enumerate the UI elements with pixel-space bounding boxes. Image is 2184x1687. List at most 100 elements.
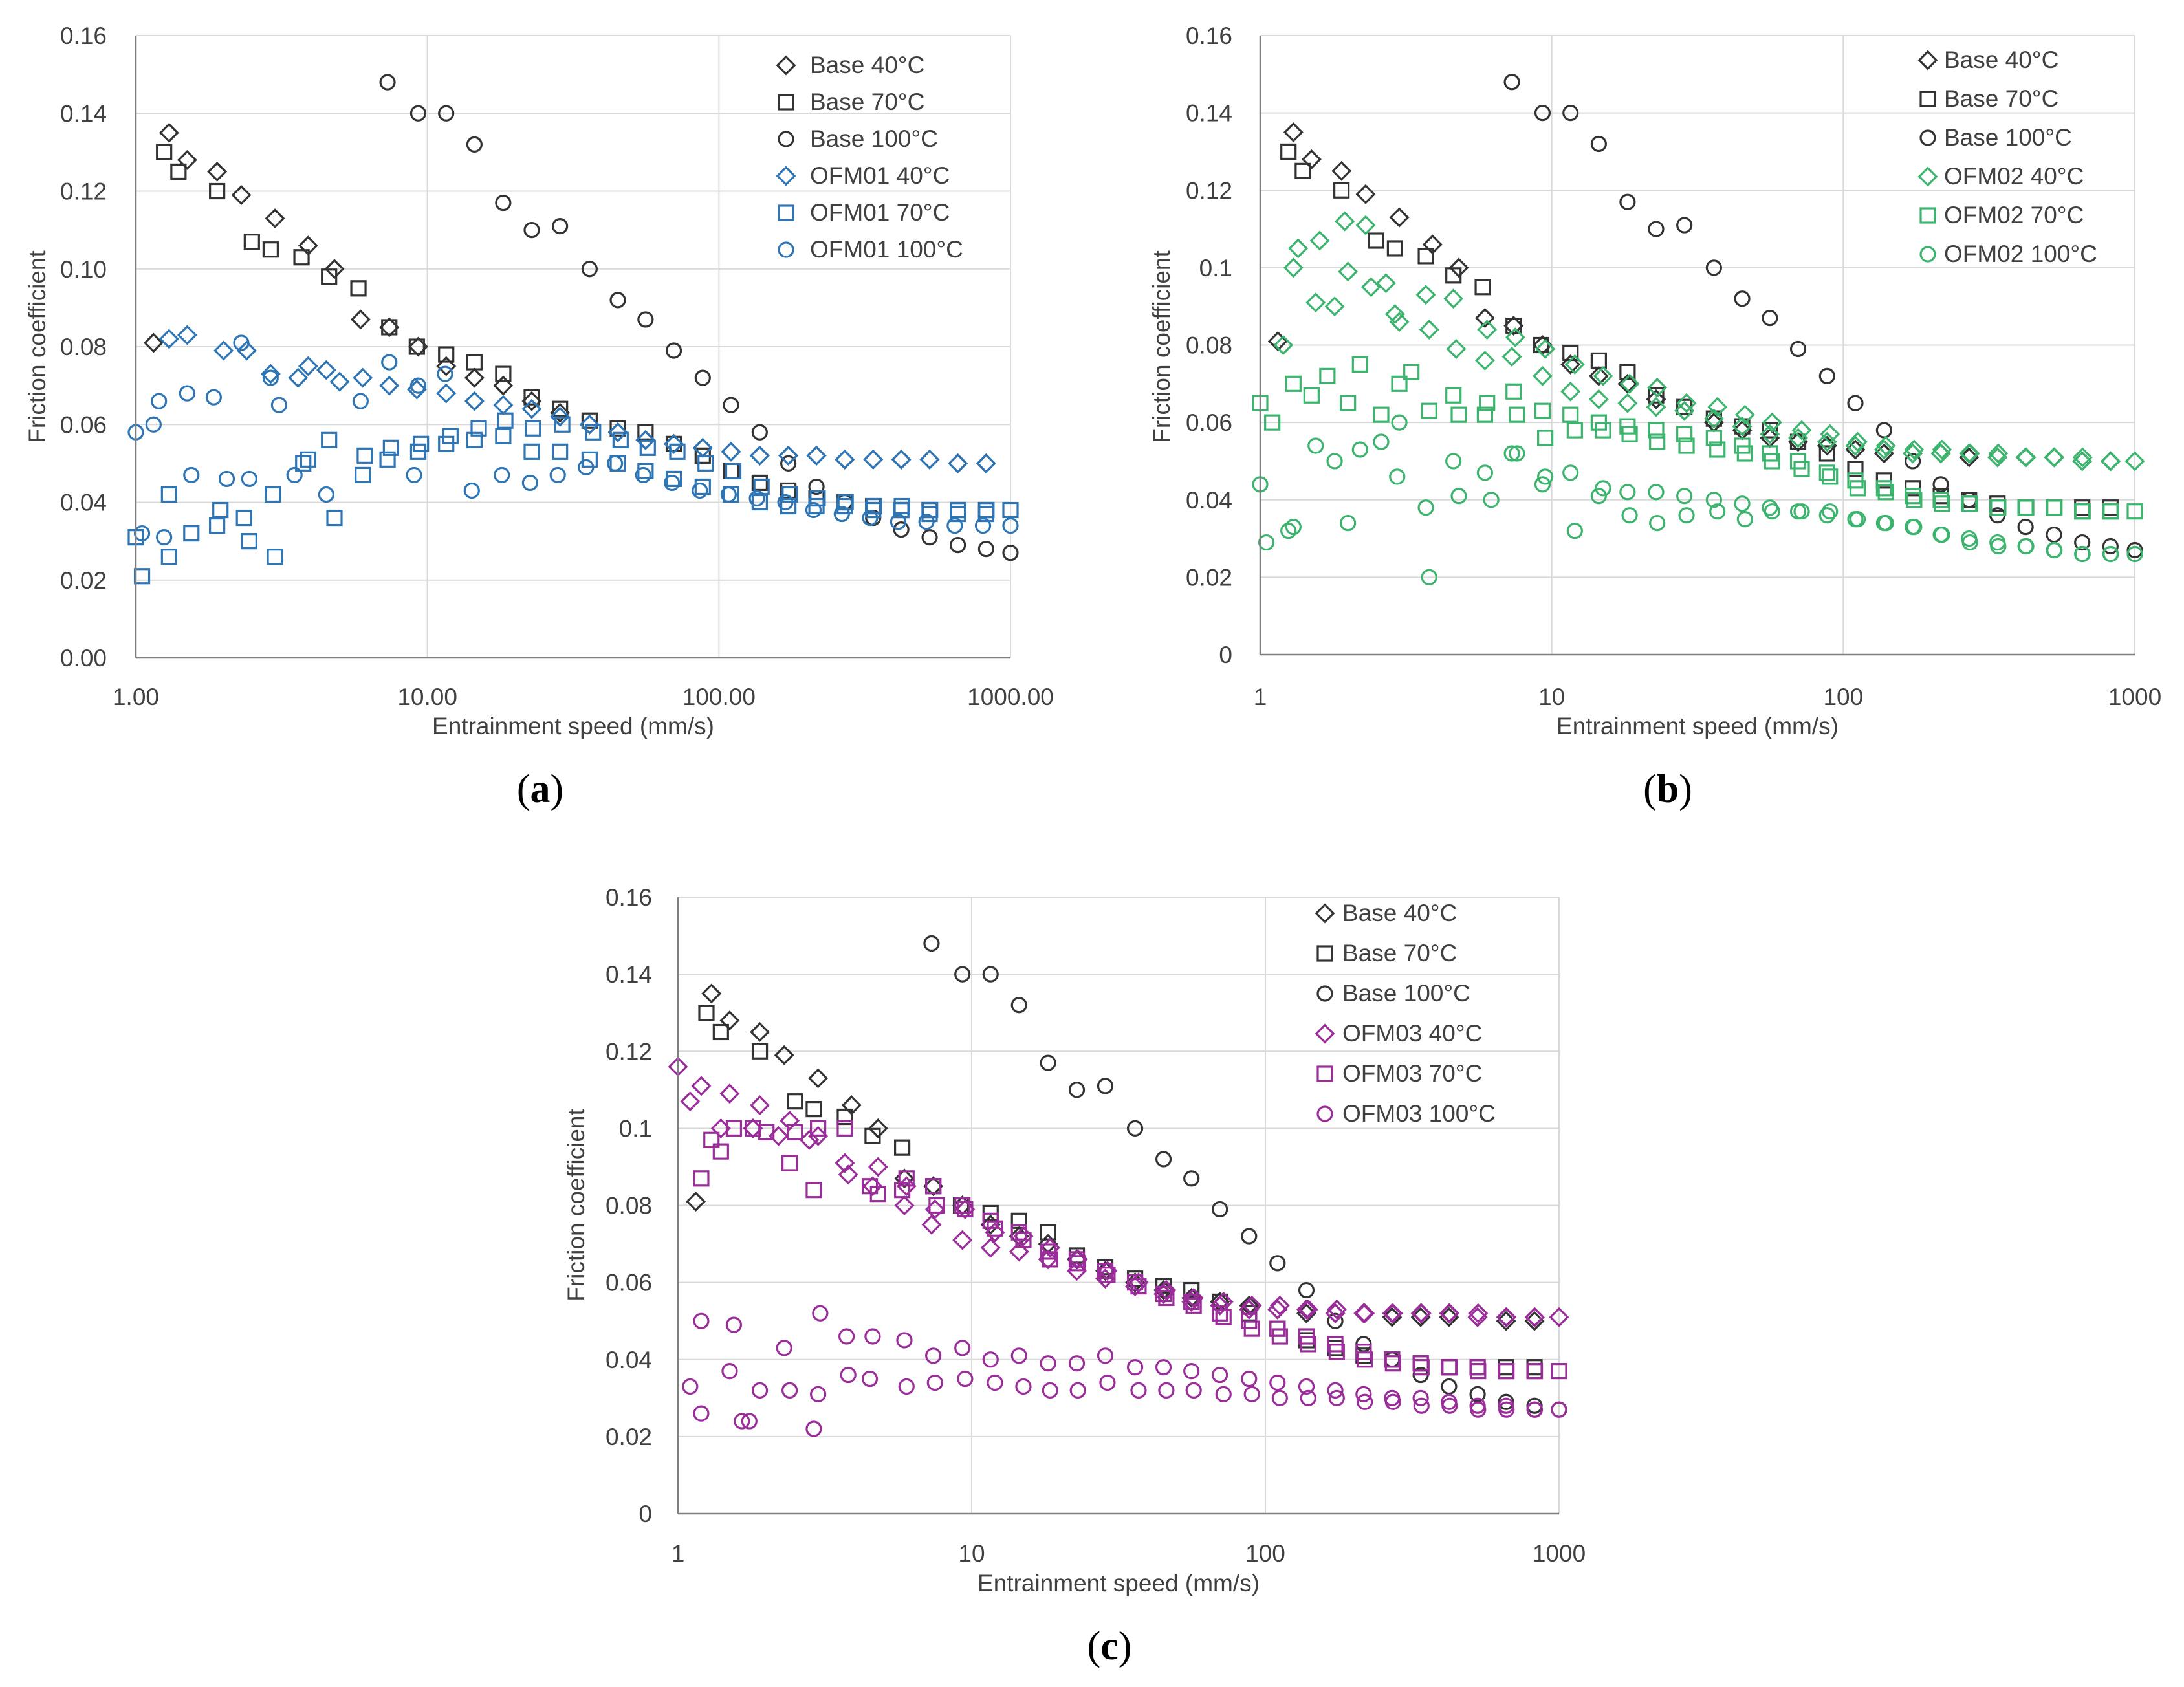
data-point	[2016, 447, 2037, 468]
data-point	[286, 466, 303, 484]
data-point	[693, 1170, 710, 1187]
data-point	[437, 365, 453, 382]
data-point	[438, 346, 455, 363]
data-point	[1474, 350, 1495, 371]
data-point	[669, 443, 686, 460]
data-point	[1340, 515, 1357, 532]
data-point	[1130, 1278, 1147, 1295]
data-point	[329, 371, 350, 392]
y-tick-label: 0.16	[60, 23, 107, 49]
data-point	[664, 474, 681, 492]
data-point	[808, 478, 825, 495]
x-tick-label: 1000.00	[967, 684, 1054, 710]
data-point	[1215, 1309, 1232, 1325]
data-point	[719, 1083, 740, 1104]
data-point	[1736, 511, 1753, 528]
data-point	[1212, 1293, 1228, 1311]
data-point	[1934, 526, 1950, 543]
data-point	[954, 1197, 971, 1214]
data-point	[1990, 499, 2007, 516]
data-point	[1126, 1359, 1144, 1376]
data-point	[1707, 397, 1728, 417]
data-point	[1283, 122, 1304, 142]
data-point	[893, 1139, 911, 1156]
data-point	[1793, 503, 1810, 520]
data-point	[1010, 1212, 1027, 1229]
data-point	[1355, 1386, 1372, 1402]
data-point	[1474, 308, 1495, 329]
data-point	[985, 1222, 1005, 1243]
y-tick-label: 0.14	[1186, 100, 1232, 127]
y-tick-label: 0	[639, 1501, 652, 1527]
data-point	[799, 1129, 820, 1150]
data-point	[751, 424, 768, 441]
legend-label: OFM01 70°C	[810, 199, 950, 226]
data-point	[1619, 364, 1636, 380]
data-point	[954, 966, 971, 983]
panel-caption-letter: b	[1657, 767, 1679, 811]
data-point	[156, 529, 173, 546]
data-point	[698, 1005, 715, 1021]
data-point	[1818, 367, 1835, 384]
data-point	[1588, 365, 1609, 386]
data-point	[862, 1176, 883, 1197]
data-point	[470, 420, 487, 437]
series-4	[693, 1120, 1567, 1380]
data-point	[693, 1405, 710, 1422]
data-point	[408, 338, 425, 355]
data-point	[1185, 1382, 1202, 1399]
legend-label: OFM03 40°C	[1342, 1020, 1482, 1047]
data-point	[1646, 389, 1666, 409]
x-tick-label: 1	[1254, 684, 1267, 710]
data-point	[207, 161, 228, 182]
series-5	[127, 334, 1019, 546]
data-point	[1450, 488, 1467, 505]
data-point	[1040, 1224, 1056, 1241]
data-point	[1002, 517, 1019, 534]
data-point	[1412, 1389, 1429, 1406]
data-point	[1590, 488, 1607, 505]
legend-label: Base 100°C	[1342, 980, 1470, 1007]
data-point	[1590, 135, 1607, 153]
data-point	[787, 1124, 803, 1140]
data-point	[464, 391, 485, 411]
data-point	[1705, 259, 1722, 276]
y-tick-label: 0.02	[60, 567, 107, 594]
data-point	[869, 1186, 886, 1203]
data-point	[1551, 1401, 1567, 1418]
data-point	[723, 397, 739, 413]
data-point	[750, 1022, 770, 1042]
y-tick-label: 0	[1219, 642, 1232, 668]
data-point	[1619, 373, 1640, 394]
data-point	[835, 449, 855, 470]
y-tick-label: 0.04	[606, 1347, 652, 1373]
data-point	[2126, 545, 2143, 563]
data-point	[1097, 1078, 1114, 1094]
data-point	[1505, 317, 1522, 334]
data-point	[1593, 365, 1613, 386]
y-tick-label: 0.06	[1186, 409, 1232, 436]
data-point	[1417, 248, 1434, 265]
data-point	[725, 463, 742, 480]
data-point	[1483, 492, 1500, 508]
data-point	[1676, 217, 1693, 234]
legend-label: Base 40°C	[1342, 900, 1457, 926]
legend-marker	[1316, 1065, 1333, 1082]
data-point	[1384, 1355, 1401, 1372]
data-point	[921, 529, 938, 546]
data-point	[1373, 433, 1390, 450]
data-point	[725, 1316, 743, 1333]
data-point	[550, 406, 571, 427]
x-tick-label: 10.00	[397, 684, 457, 710]
data-point	[751, 1382, 769, 1399]
data-point	[158, 122, 179, 143]
data-point	[1990, 538, 2007, 555]
data-point	[523, 443, 540, 460]
y-axis-title: Friction coefficient	[1148, 250, 1175, 443]
data-point	[1042, 1382, 1058, 1399]
data-point	[1676, 488, 1693, 505]
data-point	[133, 568, 151, 585]
x-tick-label: 1	[672, 1540, 685, 1567]
data-point	[1932, 439, 1952, 460]
